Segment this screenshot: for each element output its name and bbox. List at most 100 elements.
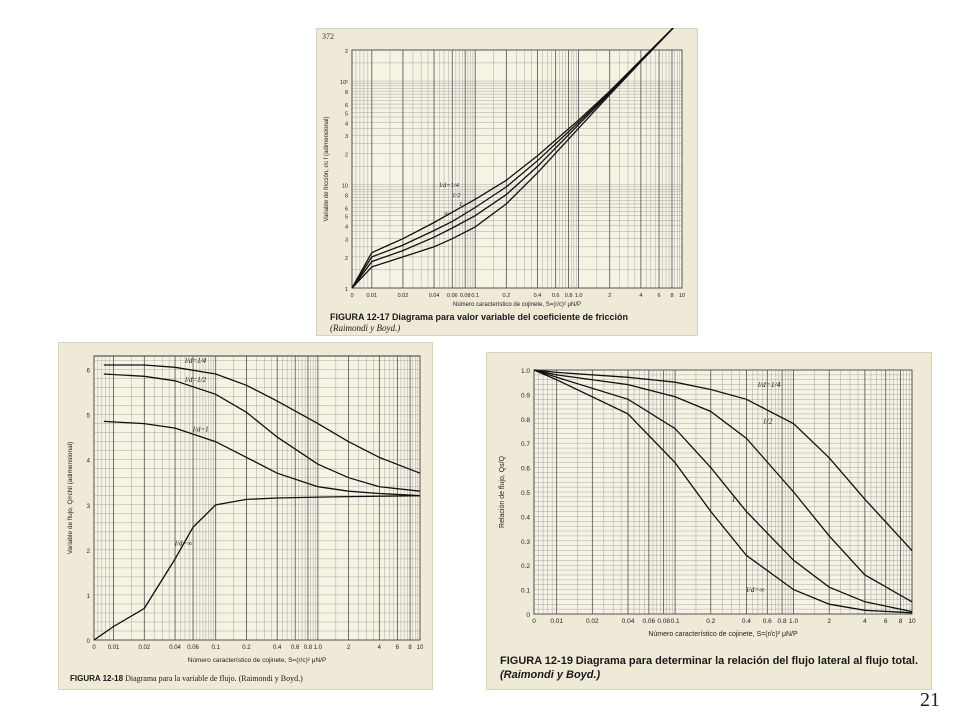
y-tick-label: 0.2 [521,563,530,570]
y-tick-label: 6 [345,207,348,213]
x-tick-label: 0.6 [763,618,772,625]
caption-label: FIGURA 12-18 [70,674,124,683]
y-tick-label: 0 [526,612,530,619]
x-tick-label: 0.04 [169,645,181,651]
series-line-1 [351,28,674,289]
caption-12-17: FIGURA 12-17 Diagrama para valor variabl… [330,312,690,334]
x-tick-label: 8 [670,293,673,299]
page-number: 21 [920,689,940,711]
x-tick-label: 2 [827,618,831,625]
figure-12-19: 0 0.01 0.02 0.04 0.06 0.08 0.1 0.2 0.4 0.6 0.8 1.0 2… [486,352,932,690]
series-line-1 [103,373,421,492]
y-tick-label: 1 [345,287,348,293]
series-label: ∞ [444,211,449,218]
y-axis-label: Variable de fricción, r/c f (adimensiona… [324,117,330,222]
x-tick-label: 0 [92,645,96,651]
x-tick-label: 0.8 [778,618,787,625]
caption-cite: (Raimondi y Boyd.) [330,323,401,333]
x-axis-label: Número característico de cojinete, S=(r/… [188,657,327,664]
x-tick-label: 6 [884,618,888,625]
series-line-2 [103,420,421,497]
x-tick-label: 0.4 [273,645,282,651]
series-line-0 [103,364,421,474]
caption-cite: (Raimondi y Boyd.) [500,669,601,681]
y-tick-label: 0.6 [521,466,530,473]
figure-12-17: 372 0 0.01 0.02 0.04 0.06 0.08 0.1 0.2 0.4 0.6 0.8 1… [316,28,698,336]
series-line-3 [351,28,675,289]
y-tick-label: 4 [345,121,348,127]
x-tick-label: 0.06 [447,293,458,299]
y-tick-label: 3 [345,134,348,140]
caption-text: Diagrama para valor variable del coefici… [391,312,629,322]
y-tick-label: 6 [87,369,91,375]
y-tick-label: 3 [345,238,348,244]
x-tick-label: 10 [679,293,685,299]
caption-12-18: FIGURA 12-18 Diagrama para la variable d… [70,674,303,683]
x-tick-label: 0.06 [187,645,199,651]
y-tick-label: 8 [345,90,348,96]
x-tick-label: 0.2 [706,618,715,625]
x-tick-label: 4 [378,645,382,651]
series-line-3 [533,369,913,614]
y-tick-label: 2 [345,256,348,262]
x-tick-label: 0.08 [657,618,670,625]
figure-12-18: 0 0.01 0.02 0.04 0.06 0.1 0.2 0.4 0.6 0.8 1.0 2 4 6 8 1… [58,342,433,690]
y-tick-label: 3 [87,504,91,510]
x-tick-label: 2 [347,645,351,651]
series-label: l/d=∞ [175,539,192,547]
y-tick-label: 2 [87,549,91,555]
x-tick-label: 0.1 [671,618,680,625]
x-tick-label: 0.2 [242,645,251,651]
series-line-1 [533,369,913,603]
y-tick-label: 0.4 [521,514,530,521]
series-label: l/d=1 [193,426,209,434]
y-tick-label: 10² [340,80,348,86]
series-line-3 [93,495,421,641]
series-label: 1 [732,495,736,504]
series-label: 1 [459,201,462,208]
series-label: l/d=∞ [746,585,765,594]
y-tick-label: 8 [345,194,348,200]
x-tick-label: 0.02 [138,645,150,651]
page-header: 372 [322,32,334,41]
y-tick-label: 1 [87,594,91,600]
y-tick-label: 10 [342,184,348,190]
caption-label: FIGURA 12-19 [500,655,573,667]
y-tick-label: 0.7 [521,441,530,448]
y-tick-label: 5 [87,414,91,420]
series-line-0 [533,369,913,552]
x-tick-label: 10 [417,645,424,651]
x-tick-label: 8 [899,618,903,625]
y-axis-label: Variable de flujo, Q/rcNl (adimensional) [67,442,74,555]
y-tick-label: 1.0 [521,368,530,375]
x-tick-label: 2 [608,293,611,299]
series-label: l/d=1/4 [185,357,207,365]
x-tick-label: 0.06 [643,618,656,625]
x-tick-label: 1.0 [575,293,583,299]
y-tick-label: 4 [87,459,91,465]
y-tick-label: 5 [345,215,348,221]
x-tick-label: 0.6 [291,645,300,651]
series-line-2 [351,28,675,289]
caption-12-19: FIGURA 12-19 Diagrama para determinar la… [500,654,920,682]
x-tick-label: 0.2 [502,293,510,299]
series-label: l/d=1/2 [185,376,207,384]
y-tick-label: 2 [345,49,348,55]
y-tick-label: 0.5 [521,490,530,497]
x-axis-label: Número característico de cojinete, S=(r/… [648,631,798,638]
x-tick-label: 0.04 [622,618,635,625]
y-tick-label: 0.3 [521,539,530,546]
x-tick-label: 0 [532,618,536,625]
x-tick-label: 0.02 [398,293,409,299]
series-line-0 [351,28,674,289]
x-tick-label: 4 [863,618,867,625]
y-tick-label: 6 [345,103,348,109]
x-tick-label: 0.6 [552,293,560,299]
x-tick-label: 1.0 [314,645,323,651]
series-label: l/d=1/4 [439,182,459,189]
y-tick-label: 0.8 [521,417,530,424]
x-tick-label: 8 [408,645,412,651]
x-tick-label: 0.1 [212,645,221,651]
x-axis-label: Número característico de cojinete, S=(r/… [453,302,581,308]
